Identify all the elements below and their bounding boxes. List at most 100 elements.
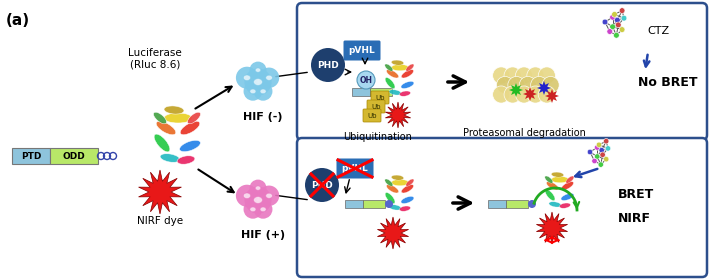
Ellipse shape [549,202,561,207]
Ellipse shape [545,176,553,183]
Circle shape [611,11,618,17]
Circle shape [305,168,339,202]
Circle shape [385,200,393,208]
Circle shape [515,67,532,84]
Circle shape [528,200,536,208]
Polygon shape [523,87,537,101]
Circle shape [253,200,273,219]
Ellipse shape [389,205,401,210]
Ellipse shape [153,112,167,124]
Ellipse shape [561,193,574,200]
Ellipse shape [187,112,200,124]
Text: PHD: PHD [311,181,333,190]
Polygon shape [537,81,551,95]
Ellipse shape [266,75,273,80]
Ellipse shape [559,203,570,208]
FancyBboxPatch shape [297,138,707,277]
Text: OH: OH [359,76,373,85]
Text: HIF (-): HIF (-) [244,112,283,122]
FancyBboxPatch shape [50,148,98,164]
Circle shape [496,76,513,94]
Text: Luciferase
(Rluc 8.6): Luciferase (Rluc 8.6) [128,48,182,70]
Circle shape [259,67,279,88]
Text: ODD: ODD [62,151,85,160]
Circle shape [602,19,608,25]
FancyBboxPatch shape [363,109,381,122]
Ellipse shape [401,81,414,88]
Text: Ub: Ub [367,113,377,118]
Text: PHD: PHD [317,60,339,69]
Circle shape [587,149,593,155]
Text: HIF (+): HIF (+) [241,230,285,240]
Circle shape [600,152,606,157]
Ellipse shape [260,89,266,94]
FancyBboxPatch shape [367,100,385,113]
Circle shape [244,82,262,101]
Ellipse shape [385,179,393,186]
Ellipse shape [244,75,251,81]
Ellipse shape [400,206,410,211]
Ellipse shape [177,156,195,164]
Circle shape [253,82,273,101]
Circle shape [607,29,613,34]
Circle shape [621,15,627,21]
Text: Ub: Ub [371,104,381,109]
Circle shape [527,86,544,103]
Polygon shape [509,83,523,97]
Ellipse shape [266,193,273,198]
FancyBboxPatch shape [345,200,363,208]
Ellipse shape [566,176,574,183]
Ellipse shape [180,121,200,135]
Text: pVHL: pVHL [349,46,376,55]
Circle shape [599,148,604,153]
Ellipse shape [164,106,184,114]
Circle shape [616,22,621,28]
Circle shape [508,76,525,94]
Circle shape [592,158,597,164]
Ellipse shape [250,89,256,94]
Circle shape [249,62,266,79]
Ellipse shape [391,179,409,186]
Text: No BRET: No BRET [638,76,698,88]
Circle shape [594,154,600,159]
Circle shape [515,86,532,103]
Ellipse shape [386,193,395,204]
Ellipse shape [244,193,251,199]
Ellipse shape [386,185,398,193]
Ellipse shape [552,172,564,177]
Ellipse shape [391,60,404,65]
Text: Ub: Ub [376,95,385,101]
Ellipse shape [406,64,414,71]
Circle shape [493,86,510,103]
Circle shape [613,32,619,38]
Ellipse shape [386,78,395,89]
Ellipse shape [255,68,261,72]
FancyBboxPatch shape [370,88,392,96]
Ellipse shape [156,121,176,135]
FancyBboxPatch shape [337,158,373,179]
Ellipse shape [391,175,404,180]
Ellipse shape [391,64,409,71]
Polygon shape [386,102,410,128]
Circle shape [610,14,616,20]
Text: CTZ: CTZ [647,26,669,36]
Circle shape [542,76,559,94]
Ellipse shape [406,179,414,186]
Polygon shape [378,217,408,249]
Circle shape [504,86,521,103]
Circle shape [311,48,345,82]
Circle shape [619,27,625,32]
FancyBboxPatch shape [297,3,707,140]
Circle shape [596,142,601,148]
Ellipse shape [160,154,180,162]
Text: NIRF: NIRF [618,211,651,225]
Circle shape [614,17,621,23]
FancyBboxPatch shape [344,41,381,60]
Circle shape [259,186,279,206]
Circle shape [244,186,272,214]
Circle shape [244,200,262,219]
FancyBboxPatch shape [12,148,50,164]
Ellipse shape [401,70,413,78]
Ellipse shape [552,176,569,183]
Ellipse shape [389,90,401,95]
